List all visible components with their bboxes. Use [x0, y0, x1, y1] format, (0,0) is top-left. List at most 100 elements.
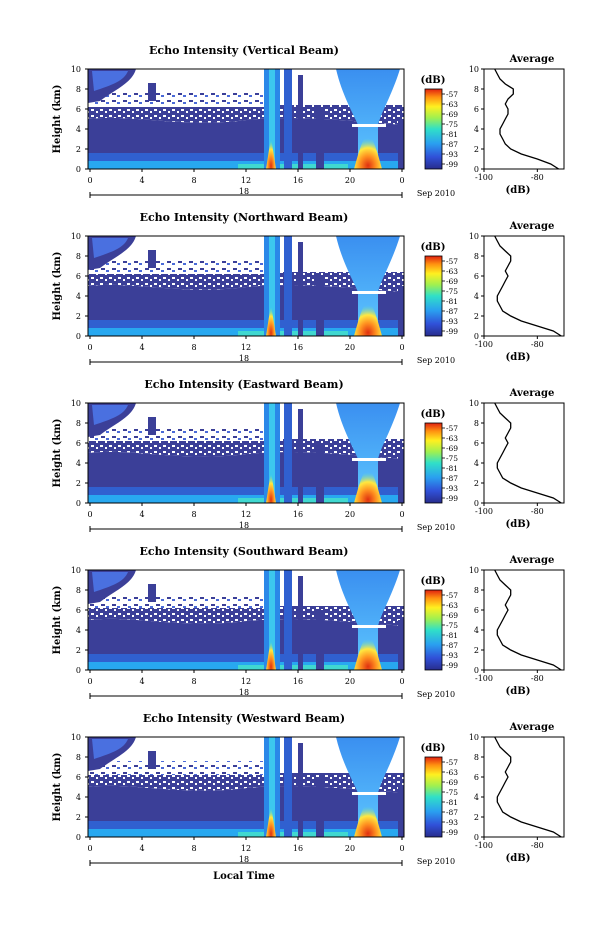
y-tick-label: 4	[76, 459, 81, 468]
average-y-tick-label: 8	[474, 85, 479, 94]
colorbar-tick-label: -63	[446, 267, 458, 276]
date-day: 18	[239, 187, 249, 196]
average-y-tick-label: 10	[469, 65, 479, 74]
colorbar-tick-label: -57	[446, 257, 458, 266]
colorbar-tick-label: -99	[446, 661, 458, 670]
date-day: 18	[239, 855, 249, 864]
colorbar-tick-label: -63	[446, 100, 458, 109]
y-tick-label: 0	[76, 666, 81, 675]
y-axis-label: Height (km)	[52, 753, 63, 822]
average-y-tick-label: 2	[474, 813, 479, 822]
y-tick-label: 2	[76, 145, 81, 154]
colorbar-unit: (dB)	[421, 576, 446, 587]
y-tick-label: 0	[76, 165, 81, 174]
average-x-tick-label: -80	[531, 507, 544, 516]
average-title: Average	[509, 388, 555, 399]
colorbar-tick-label: -75	[446, 120, 458, 129]
average-y-tick-label: 0	[474, 499, 479, 508]
y-tick-label: 4	[76, 125, 81, 134]
x-tick-label: 0	[399, 176, 404, 185]
x-tick-label: 8	[191, 343, 196, 352]
x-tick-label: 0	[399, 844, 404, 853]
y-tick-label: 6	[76, 606, 81, 615]
colorbar-tick-label: -93	[446, 317, 458, 326]
heatmap-body	[87, 736, 405, 838]
colorbar-tick-label: -57	[446, 591, 458, 600]
x-tick-label: 4	[139, 677, 144, 686]
average-y-tick-label: 10	[469, 232, 479, 241]
y-tick-label: 8	[76, 85, 81, 94]
average-x-tick-label: -100	[475, 841, 493, 850]
colorbar-unit: (dB)	[421, 242, 446, 253]
y-tick-label: 10	[71, 399, 81, 408]
x-tick-label: 8	[191, 844, 196, 853]
average-profile-line	[494, 736, 562, 838]
x-tick-label: 16	[293, 844, 303, 853]
average-y-tick-label: 0	[474, 666, 479, 675]
colorbar	[424, 589, 443, 671]
x-tick-label: 20	[345, 677, 355, 686]
y-tick-label: 8	[76, 419, 81, 428]
colorbar-tick-label: -75	[446, 621, 458, 630]
average-profile-line	[494, 569, 562, 671]
x-tick-label: 8	[191, 677, 196, 686]
x-tick-label: 12	[241, 176, 251, 185]
x-tick-label: 0	[87, 510, 92, 519]
average-y-tick-label: 4	[474, 459, 479, 468]
average-x-tick-label: -80	[531, 340, 544, 349]
panel-0: Echo Intensity (Vertical Beam) 0 2 4 6 8 10 Hei…	[52, 44, 565, 198]
average-profile: Average 0 2 4 6 8 10 -100 -80(dB)	[469, 555, 565, 697]
average-xlabel: (dB)	[506, 853, 531, 864]
average-y-tick-label: 6	[474, 105, 479, 114]
colorbar-tick-label: -69	[446, 444, 458, 453]
x-tick-label: 4	[139, 510, 144, 519]
colorbar-tick-label: -87	[446, 808, 458, 817]
date-month-year: Sep 2010	[417, 857, 455, 866]
colorbar-tick-label: -63	[446, 601, 458, 610]
colorbar-tick-label: -87	[446, 140, 458, 149]
panel-2: Echo Intensity (Eastward Beam) 0 2 4 6 8 10 Hei…	[52, 378, 565, 532]
average-x-tick-label: -100	[475, 173, 493, 182]
x-tick-label: 12	[241, 343, 251, 352]
y-tick-label: 4	[76, 292, 81, 301]
y-tick-label: 6	[76, 272, 81, 281]
average-y-tick-label: 10	[469, 566, 479, 575]
y-tick-label: 2	[76, 479, 81, 488]
y-axis-label: Height (km)	[52, 252, 63, 321]
colorbar-tick-label: -57	[446, 758, 458, 767]
colorbar-tick-label: -93	[446, 484, 458, 493]
y-tick-label: 0	[76, 499, 81, 508]
average-y-tick-label: 2	[474, 479, 479, 488]
average-y-tick-label: 6	[474, 773, 479, 782]
y-tick-label: 10	[71, 65, 81, 74]
average-y-tick-label: 0	[474, 833, 479, 842]
y-axis-label: Height (km)	[52, 586, 63, 655]
average-x-tick-label: -100	[475, 507, 493, 516]
average-frame	[483, 569, 565, 671]
x-tick-label: 12	[241, 510, 251, 519]
x-tick-label: 20	[345, 844, 355, 853]
average-y-tick-label: 2	[474, 646, 479, 655]
y-axis-label: Height (km)	[52, 85, 63, 154]
heatmap-body	[87, 235, 405, 337]
date-day: 18	[239, 688, 249, 697]
average-x-tick-label: -80	[531, 674, 544, 683]
average-y-tick-label: 4	[474, 292, 479, 301]
y-tick-label: 6	[76, 105, 81, 114]
x-tick-label: 16	[293, 677, 303, 686]
average-frame	[483, 736, 565, 838]
y-tick-label: 8	[76, 586, 81, 595]
date-month-year: Sep 2010	[417, 189, 455, 198]
panel-1: Echo Intensity (Northward Beam) 0 2 4 6 8 10 He…	[52, 211, 565, 365]
colorbar-tick-label: -81	[446, 798, 458, 807]
average-y-tick-label: 2	[474, 312, 479, 321]
average-y-tick-label: 6	[474, 272, 479, 281]
colorbar-tick-label: -99	[446, 160, 458, 169]
colorbar-tick-label: -75	[446, 788, 458, 797]
average-title: Average	[509, 54, 555, 65]
date-day: 18	[239, 521, 249, 530]
average-profile: Average 0 2 4 6 8 10 -100 -80(dB)	[469, 722, 565, 864]
colorbar	[424, 88, 443, 170]
average-y-tick-label: 4	[474, 125, 479, 134]
